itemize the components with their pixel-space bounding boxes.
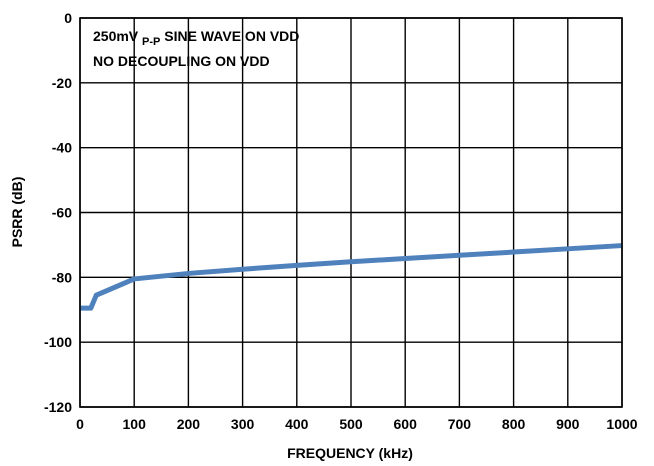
y-tick-label: -120 [44, 399, 72, 415]
y-tick-label: -20 [52, 75, 72, 91]
x-tick-label: 100 [123, 416, 147, 432]
y-tick-label: 0 [64, 10, 72, 26]
x-tick-label: 0 [76, 416, 84, 432]
grid [79, 17, 623, 408]
x-tick-label: 700 [448, 416, 472, 432]
y-tick-label: -100 [44, 334, 72, 350]
annotation-line-2: NO DECOUPLING ON VDD [93, 53, 270, 69]
x-axis-title: FREQUENCY (kHz) [287, 445, 413, 461]
y-tick-labels: 0 -20 -40 -60 -80 -100 -120 [44, 10, 72, 415]
y-tick-label: -60 [52, 205, 72, 221]
x-tick-label: 1000 [606, 416, 637, 432]
y-tick-label: -40 [52, 140, 72, 156]
psrr-series-line [80, 243, 623, 311]
x-tick-label: 400 [285, 416, 309, 432]
annotation-rest: SINE WAVE ON VDD [164, 28, 299, 44]
x-tick-label: 900 [556, 416, 580, 432]
plot-frame [79, 17, 623, 408]
annotation: 250mV P-P SINE WAVE ON VDD NO DECOUPLING… [93, 28, 299, 69]
x-tick-label: 300 [231, 416, 255, 432]
annotation-amplitude: 250mV [93, 28, 139, 44]
y-axis-title: PSRR (dB) [9, 177, 25, 248]
y-tick-label: -80 [52, 269, 72, 285]
x-tick-label: 600 [394, 416, 418, 432]
x-tick-label: 500 [339, 416, 363, 432]
series-layer [80, 243, 623, 311]
x-tick-label: 800 [502, 416, 526, 432]
annotation-line-1: 250mV P-P SINE WAVE ON VDD [93, 28, 299, 48]
x-tick-label: 200 [177, 416, 201, 432]
x-tick-labels: 0 100 200 300 400 500 600 700 800 900 1000 [76, 416, 638, 432]
annotation-subscript: P-P [142, 36, 160, 48]
